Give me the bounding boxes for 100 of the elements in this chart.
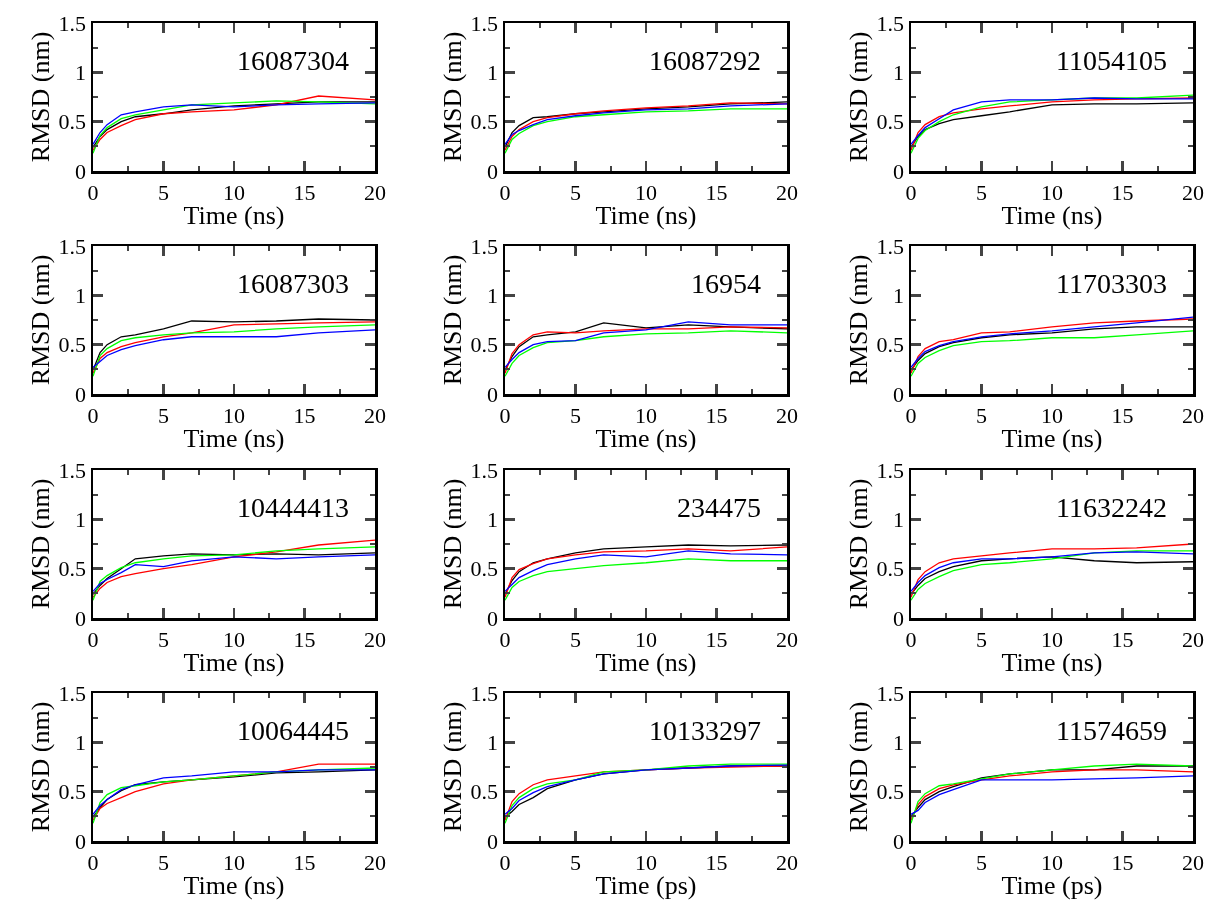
x-tick-label: 15: [1111, 179, 1134, 205]
y-axis-title: RMSD (nm): [843, 478, 873, 610]
y-tick-label: 1: [75, 283, 87, 309]
x-tick-label: 5: [158, 402, 169, 428]
x-tick-label: 20: [1182, 849, 1204, 875]
x-tick-label: 20: [1182, 179, 1204, 205]
y-tick-label: 1: [75, 507, 87, 533]
text: 16087303: [237, 268, 349, 299]
y-tick-label: 1: [487, 60, 499, 86]
x-tick-label: 5: [570, 179, 581, 205]
y-axis-title: RMSD (nm): [25, 254, 55, 386]
y-tick-label: 0.5: [58, 556, 87, 582]
x-tick-label: 15: [705, 626, 728, 652]
y-tick-label: 1.5: [470, 10, 499, 36]
y-axis-title: RMSD (nm): [25, 701, 55, 833]
y-tick-label: 1.5: [876, 457, 905, 483]
x-tick-label: 20: [776, 626, 798, 652]
y-tick-label: 0.5: [470, 332, 499, 358]
x-tick-label: 5: [570, 626, 581, 652]
x-tick-label: 15: [705, 179, 728, 205]
y-tick-label: 1: [75, 730, 87, 756]
y-axis-title: RMSD (nm): [25, 31, 55, 163]
text: 16954: [691, 268, 761, 299]
y-tick-label: 0.5: [876, 109, 905, 135]
y-tick-label: 1.5: [876, 233, 905, 259]
x-tick-label: 20: [776, 402, 798, 428]
x-tick-label: 20: [1182, 626, 1204, 652]
y-axis-title: RMSD (nm): [25, 478, 55, 610]
y-tick-label: 1.5: [876, 10, 905, 36]
y-tick-label: 0.5: [876, 556, 905, 582]
y-tick-label: 0: [893, 158, 905, 184]
x-tick-label: 20: [364, 626, 386, 652]
x-tick-label: 15: [1111, 402, 1134, 428]
text: 11054105: [1056, 45, 1167, 76]
y-tick-label: 1: [487, 507, 499, 533]
x-tick-label: 15: [1111, 849, 1134, 875]
y-tick-label: 0.5: [58, 109, 87, 135]
y-axis-title: RMSD (nm): [843, 701, 873, 833]
y-tick-label: 0: [487, 828, 499, 854]
x-tick-label: 15: [293, 179, 316, 205]
text: 16087304: [237, 45, 349, 76]
y-tick-label: 1.5: [876, 680, 905, 706]
y-tick-label: 1: [487, 283, 499, 309]
text: 10064445: [237, 715, 349, 746]
y-tick-label: 0.5: [876, 332, 905, 358]
x-tick-label: 15: [705, 849, 728, 875]
y-axis-title: RMSD (nm): [437, 478, 467, 610]
y-axis-title: RMSD (nm): [437, 701, 467, 833]
y-axis-title: RMSD (nm): [843, 31, 873, 163]
x-tick-label: 20: [1182, 402, 1204, 428]
x-tick-label: 5: [976, 179, 987, 205]
text: 10133297: [649, 715, 761, 746]
text: 16087292: [649, 45, 761, 76]
y-tick-label: 0: [487, 605, 499, 631]
x-tick-label: 15: [1111, 626, 1134, 652]
y-tick-label: 0.5: [470, 109, 499, 135]
y-tick-label: 0: [75, 828, 87, 854]
x-tick-label: 20: [776, 179, 798, 205]
y-tick-label: 1.5: [58, 457, 87, 483]
y-tick-label: 0: [893, 381, 905, 407]
x-tick-label: 5: [976, 626, 987, 652]
y-tick-label: 0: [75, 158, 87, 184]
text: 10444413: [237, 492, 349, 523]
x-tick-label: 20: [364, 402, 386, 428]
y-tick-label: 0: [893, 605, 905, 631]
y-tick-label: 1: [893, 730, 905, 756]
text: 11703303: [1056, 268, 1167, 299]
y-tick-label: 0.5: [58, 332, 87, 358]
y-tick-label: 1.5: [470, 233, 499, 259]
y-tick-label: 0: [75, 381, 87, 407]
y-axis-title: RMSD (nm): [437, 254, 467, 386]
y-tick-label: 1: [893, 60, 905, 86]
y-tick-label: 1.5: [58, 680, 87, 706]
y-tick-label: 1: [893, 283, 905, 309]
y-tick-label: 1: [893, 507, 905, 533]
y-tick-label: 0.5: [470, 556, 499, 582]
y-tick-label: 0: [487, 381, 499, 407]
x-tick-label: 5: [976, 402, 987, 428]
x-tick-label: 5: [976, 849, 987, 875]
x-tick-label: 5: [570, 849, 581, 875]
y-tick-label: 1.5: [58, 233, 87, 259]
x-tick-label: 15: [293, 849, 316, 875]
y-tick-label: 1.5: [470, 680, 499, 706]
y-axis-title: RMSD (nm): [843, 254, 873, 386]
x-tick-label: 15: [293, 626, 316, 652]
text: 11574659: [1056, 715, 1167, 746]
x-tick-label: 20: [364, 849, 386, 875]
x-tick-label: 15: [293, 402, 316, 428]
y-tick-label: 1: [75, 60, 87, 86]
text: 234475: [677, 492, 761, 523]
x-tick-label: 5: [158, 849, 169, 875]
y-tick-label: 0.5: [876, 779, 905, 805]
x-tick-label: 20: [776, 849, 798, 875]
y-tick-label: 0: [75, 605, 87, 631]
y-tick-label: 0.5: [58, 779, 87, 805]
y-tick-label: 0.5: [470, 779, 499, 805]
y-tick-label: 0: [893, 828, 905, 854]
x-tick-label: 15: [705, 402, 728, 428]
y-tick-label: 1.5: [58, 10, 87, 36]
text: 11632242: [1056, 492, 1167, 523]
